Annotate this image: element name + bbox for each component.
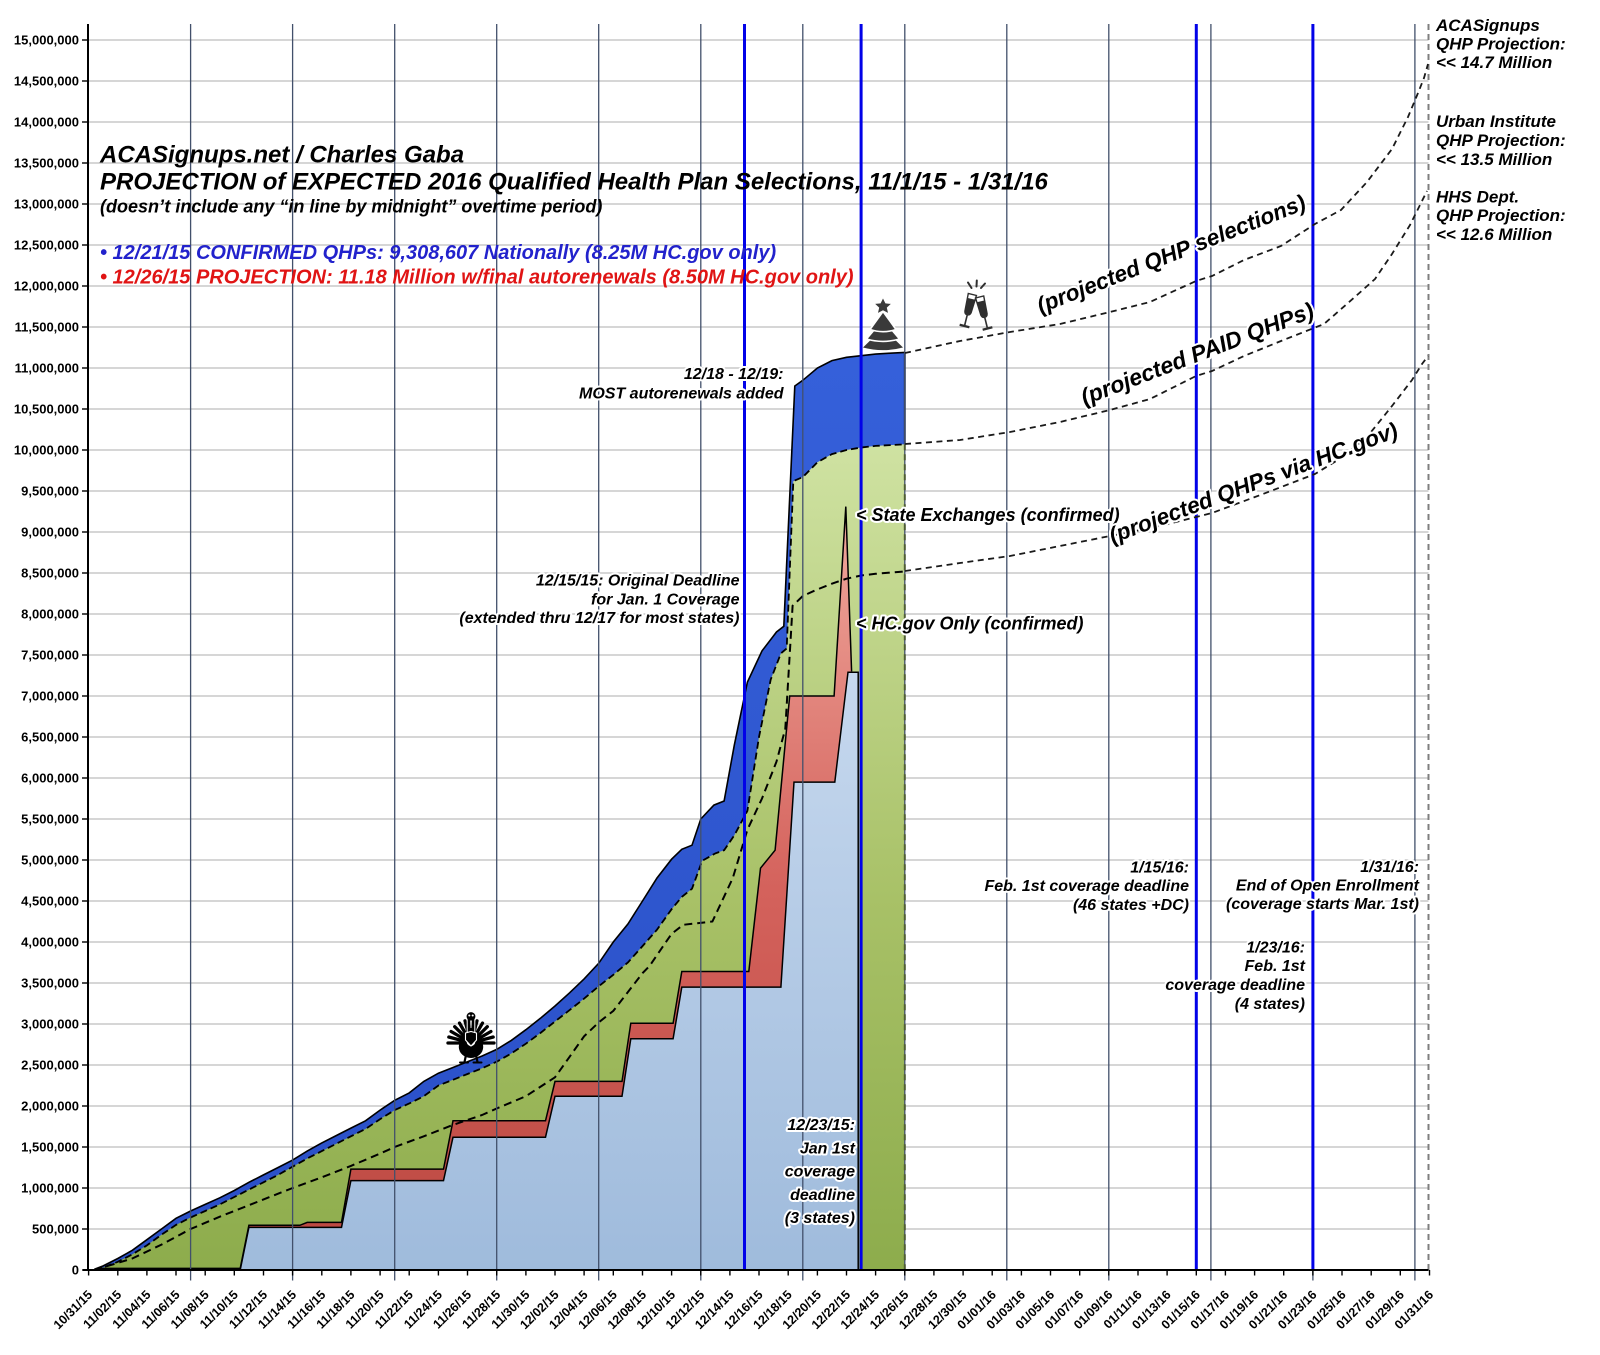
svg-text:coverage deadline: coverage deadline (1165, 977, 1305, 994)
svg-text:1,000,000: 1,000,000 (21, 1181, 79, 1196)
svg-text:0: 0 (72, 1263, 79, 1278)
svg-text:PROJECTION of EXPECTED 2016 Qu: PROJECTION of EXPECTED 2016 Qualified He… (100, 169, 1049, 196)
svg-text:< State Exchanges (confirmed): < State Exchanges (confirmed) (856, 505, 1120, 525)
svg-text:ACASignups: ACASignups (1435, 16, 1540, 35)
svg-text:2,000,000: 2,000,000 (21, 1099, 79, 1114)
svg-text:Jan 1st: Jan 1st (800, 1140, 856, 1157)
svg-text:(coverage starts Mar. 1st): (coverage starts Mar. 1st) (1226, 896, 1419, 913)
svg-text:QHP Projection:: QHP Projection: (1436, 35, 1566, 54)
svg-text:HHS Dept.: HHS Dept. (1436, 188, 1519, 207)
svg-text:3,000,000: 3,000,000 (21, 1017, 79, 1032)
svg-text:13,500,000: 13,500,000 (14, 156, 79, 171)
svg-text:6,000,000: 6,000,000 (21, 771, 79, 786)
svg-text:1/31/16:: 1/31/16: (1360, 859, 1419, 876)
svg-text:14,000,000: 14,000,000 (14, 115, 79, 130)
svg-text:12/18 - 12/19:: 12/18 - 12/19: (684, 366, 784, 383)
svg-text:(extended thru 12/17 for most: (extended thru 12/17 for most states) (459, 610, 739, 627)
svg-text:500,000: 500,000 (32, 1222, 79, 1237)
svg-text:14,500,000: 14,500,000 (14, 74, 79, 89)
svg-text:15,000,000: 15,000,000 (14, 33, 79, 48)
svg-text:1/23/16:: 1/23/16: (1246, 939, 1305, 956)
svg-text:9,000,000: 9,000,000 (21, 525, 79, 540)
svg-text:<< 12.6 Million: << 12.6 Million (1436, 225, 1552, 244)
svg-text:< HC.gov Only (confirmed): < HC.gov Only (confirmed) (856, 614, 1084, 634)
svg-text:(46 states +DC): (46 states +DC) (1073, 897, 1189, 914)
svg-text:(doesn’t include any “in line: (doesn’t include any “in line by midnigh… (100, 197, 602, 217)
svg-text:deadline: deadline (790, 1187, 855, 1204)
svg-text:3,500,000: 3,500,000 (21, 976, 79, 991)
svg-text:9,500,000: 9,500,000 (21, 484, 79, 499)
svg-text:(4 states): (4 states) (1235, 996, 1305, 1013)
svg-text:11,000,000: 11,000,000 (15, 361, 79, 376)
svg-text:5,000,000: 5,000,000 (21, 853, 79, 868)
svg-text:1,500,000: 1,500,000 (21, 1140, 79, 1155)
svg-text:MOST autorenewals added: MOST autorenewals added (579, 386, 785, 403)
svg-text:Urban Institute: Urban Institute (1436, 112, 1556, 131)
svg-text:7,500,000: 7,500,000 (21, 648, 79, 663)
svg-text:• 12/26/15 PROJECTION: 11.18 M: • 12/26/15 PROJECTION: 11.18 Million w/f… (100, 267, 854, 289)
svg-text:Feb. 1st coverage deadline: Feb. 1st coverage deadline (984, 878, 1189, 895)
svg-text:8,000,000: 8,000,000 (21, 607, 79, 622)
svg-text:for Jan. 1 Coverage: for Jan. 1 Coverage (591, 592, 740, 609)
svg-text:<< 13.5 Million: << 13.5 Million (1436, 150, 1552, 169)
svg-text:8,500,000: 8,500,000 (21, 566, 79, 581)
svg-text:ACASignups.net / Charles Gaba: ACASignups.net / Charles Gaba (99, 142, 464, 169)
svg-text:5,500,000: 5,500,000 (21, 812, 79, 827)
svg-text:12/15/15: Original Deadline: 12/15/15: Original Deadline (536, 573, 740, 590)
svg-text:(3 states): (3 states) (785, 1210, 855, 1227)
svg-text:12/23/15:: 12/23/15: (787, 1117, 855, 1134)
svg-text:4,000,000: 4,000,000 (21, 935, 79, 950)
svg-text:QHP Projection:: QHP Projection: (1436, 131, 1566, 150)
svg-text:2,500,000: 2,500,000 (21, 1058, 79, 1073)
svg-text:12,000,000: 12,000,000 (14, 279, 79, 294)
svg-text:7,000,000: 7,000,000 (21, 689, 79, 704)
svg-text:End of Open Enrollment: End of Open Enrollment (1236, 877, 1420, 894)
svg-text:Feb. 1st: Feb. 1st (1245, 958, 1306, 975)
svg-text:10,500,000: 10,500,000 (14, 402, 79, 417)
svg-text:• 12/21/15 CONFIRMED QHPs: 9,3: • 12/21/15 CONFIRMED QHPs: 9,308,607 Nat… (100, 242, 776, 264)
svg-text:coverage: coverage (785, 1164, 855, 1181)
svg-text:1/15/16:: 1/15/16: (1130, 860, 1189, 877)
svg-text:6,500,000: 6,500,000 (21, 730, 79, 745)
svg-text:10,000,000: 10,000,000 (14, 443, 79, 458)
svg-text:QHP Projection:: QHP Projection: (1436, 206, 1566, 225)
svg-text:12,500,000: 12,500,000 (14, 238, 79, 253)
svg-text:4,500,000: 4,500,000 (21, 894, 79, 909)
svg-text:<< 14.7 Million: << 14.7 Million (1436, 53, 1552, 72)
svg-text:11,500,000: 11,500,000 (15, 320, 79, 335)
svg-text:13,000,000: 13,000,000 (14, 197, 79, 212)
